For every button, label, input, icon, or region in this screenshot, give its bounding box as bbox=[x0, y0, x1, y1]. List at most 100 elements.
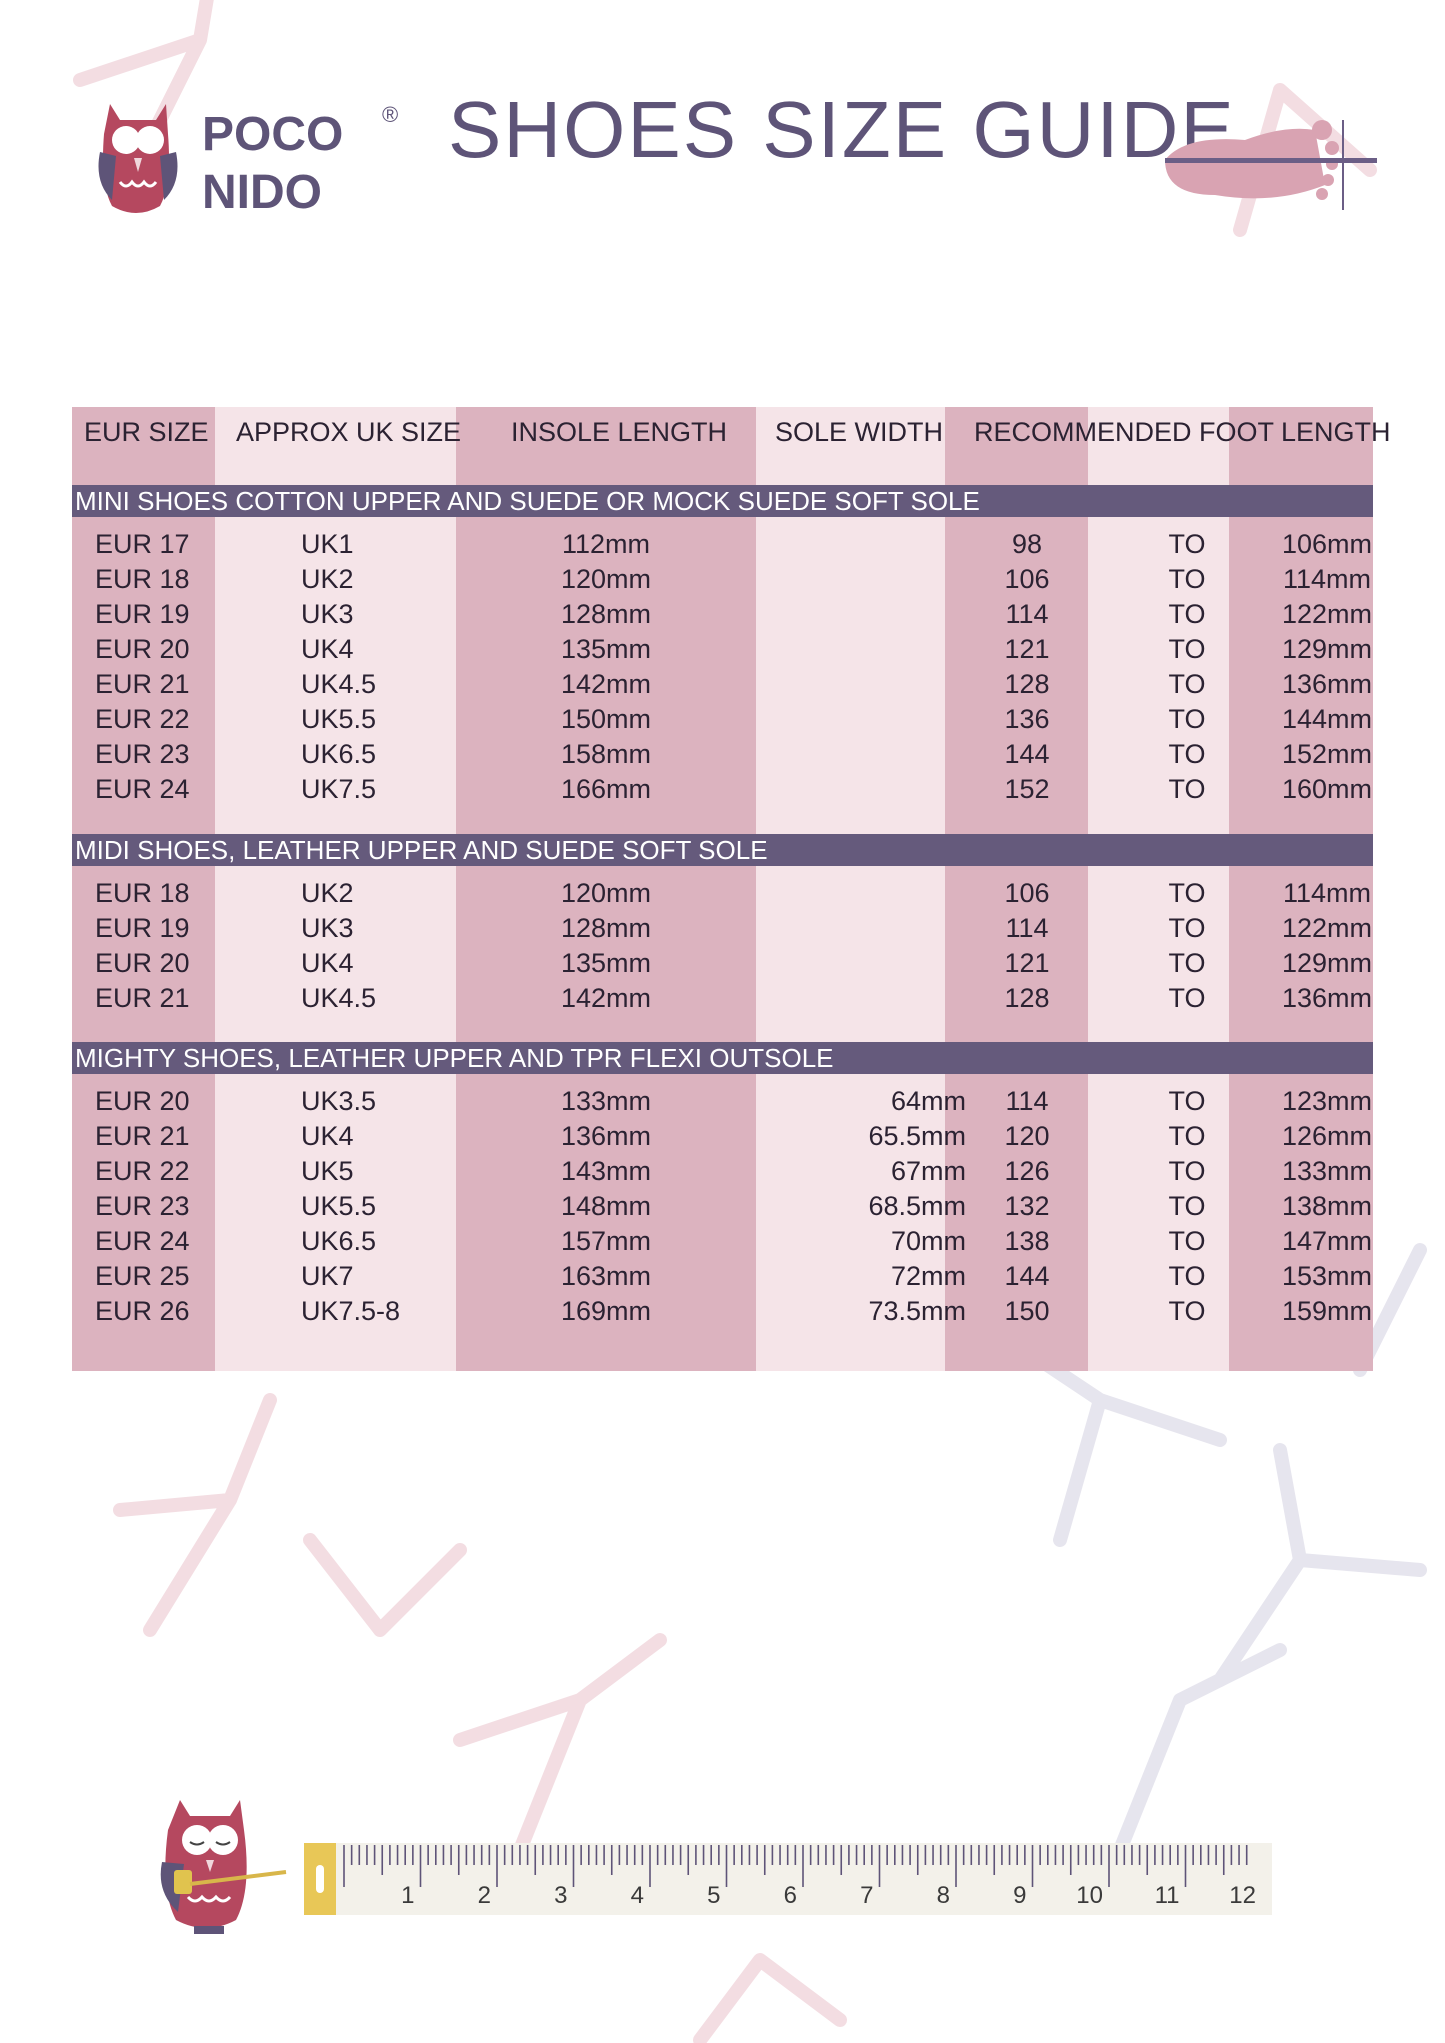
insole-length: 135mm bbox=[560, 634, 652, 664]
to-label: TO bbox=[1168, 1226, 1206, 1256]
insole-length: 128mm bbox=[560, 599, 652, 629]
header-sole-width: SOLE WIDTH bbox=[775, 417, 944, 447]
foot-length-min: 150 bbox=[1004, 1296, 1050, 1326]
foot-length-max: 133mm bbox=[1281, 1156, 1373, 1186]
foot-length-min: 106 bbox=[1004, 878, 1050, 908]
foot-length-min: 114 bbox=[1005, 913, 1049, 943]
to-label: TO bbox=[1168, 1121, 1206, 1151]
foot-length-min: 121 bbox=[1004, 948, 1050, 978]
header-eur-size: EUR SIZE bbox=[84, 417, 209, 447]
table-row: EUR 21 UK4 136mm 65.5mm 120 TO 126mm bbox=[72, 1119, 1373, 1154]
section-rows: EUR 17 UK1 112mm 98 TO 106mm EUR 18 UK2 120mm 106… bbox=[72, 527, 1373, 807]
to-label: TO bbox=[1168, 1156, 1206, 1186]
eur-size: EUR 19 bbox=[95, 599, 190, 629]
table-row: EUR 23 UK5.5 148mm 68.5mm 132 TO 138mm bbox=[72, 1189, 1373, 1224]
foot-length-max: 136mm bbox=[1281, 669, 1373, 699]
eur-size: EUR 26 bbox=[95, 1296, 190, 1326]
table-row: EUR 21 UK4.5 142mm 128 TO 136mm bbox=[72, 981, 1373, 1016]
uk-size: UK5 bbox=[301, 1156, 354, 1186]
to-label: TO bbox=[1168, 1261, 1206, 1291]
section-title-bar: MIDI SHOES, LEATHER UPPER AND SUEDE SOFT… bbox=[72, 834, 1373, 866]
sole-width: 68.5mm bbox=[868, 1191, 966, 1221]
foot-ruler-icon bbox=[1165, 120, 1377, 210]
foot-length-max: 159mm bbox=[1281, 1296, 1373, 1326]
eur-size: EUR 20 bbox=[95, 948, 190, 978]
uk-size: UK6.5 bbox=[301, 739, 377, 769]
to-label: TO bbox=[1168, 669, 1206, 699]
table-row: EUR 20 UK4 135mm 121 TO 129mm bbox=[72, 946, 1373, 981]
table-row: EUR 17 UK1 112mm 98 TO 106mm bbox=[72, 527, 1373, 562]
foot-length-max: 153mm bbox=[1281, 1261, 1373, 1291]
tape-number: 11 bbox=[1155, 1882, 1180, 1909]
header-insole-length: INSOLE LENGTH bbox=[511, 417, 728, 447]
to-label: TO bbox=[1168, 774, 1206, 804]
uk-size: UK3 bbox=[301, 599, 354, 629]
uk-size: UK2 bbox=[301, 878, 354, 908]
eur-size: EUR 20 bbox=[95, 634, 190, 664]
insole-length: 112mm bbox=[561, 529, 651, 559]
foot-length-max: 136mm bbox=[1281, 983, 1373, 1013]
brand-name-line2: NIDO bbox=[202, 166, 322, 217]
sole-width: 65.5mm bbox=[868, 1121, 966, 1151]
tape-number: 12 bbox=[1229, 1882, 1256, 1909]
header-uk-size: APPROX UK SIZE bbox=[236, 417, 462, 447]
foot-length-min: 126 bbox=[1004, 1156, 1050, 1186]
table-row: EUR 24 UK6.5 157mm 70mm 138 TO 147mm bbox=[72, 1224, 1373, 1259]
table-header: EUR SIZE APPROX UK SIZE INSOLE LENGTH SO… bbox=[72, 407, 1391, 485]
to-label: TO bbox=[1168, 634, 1206, 664]
tape-number: 8 bbox=[937, 1882, 950, 1909]
insole-length: 120mm bbox=[560, 878, 652, 908]
eur-size: EUR 25 bbox=[95, 1261, 190, 1291]
table-row: EUR 23 UK6.5 158mm 144 TO 152mm bbox=[72, 737, 1373, 772]
insole-length: 136mm bbox=[560, 1121, 652, 1151]
foot-length-min: 152 bbox=[1004, 774, 1050, 804]
table-row: EUR 22 UK5 143mm 67mm 126 TO 133mm bbox=[72, 1154, 1373, 1189]
header-foot-length: RECOMMENDED FOOT LENGTH bbox=[974, 417, 1391, 447]
foot-length-min: 120 bbox=[1004, 1121, 1050, 1151]
eur-size: EUR 24 bbox=[95, 1226, 190, 1256]
tape-number: 9 bbox=[1013, 1882, 1026, 1909]
uk-size: UK7 bbox=[301, 1261, 354, 1291]
sole-width: 72mm bbox=[890, 1261, 966, 1291]
insole-length: 128mm bbox=[560, 913, 652, 943]
to-label: TO bbox=[1168, 704, 1206, 734]
foot-length-max: 160mm bbox=[1281, 774, 1373, 804]
insole-length: 157mm bbox=[560, 1226, 652, 1256]
section-rows: EUR 20 UK3.5 133mm 64mm 114 TO 123mm EUR 21 UK4 1… bbox=[72, 1084, 1373, 1329]
to-label: TO bbox=[1168, 913, 1206, 943]
eur-size: EUR 21 bbox=[95, 669, 190, 699]
foot-length-min: 132 bbox=[1004, 1191, 1050, 1221]
table-row: EUR 20 UK4 135mm 121 TO 129mm bbox=[72, 632, 1373, 667]
section-rows: EUR 18 UK2 120mm 106 TO 114mm EUR 19 UK3 128mm 11… bbox=[72, 876, 1373, 1016]
table-row: EUR 19 UK3 128mm 114 TO 122mm bbox=[72, 597, 1373, 632]
insole-length: 142mm bbox=[560, 669, 652, 699]
to-label: TO bbox=[1168, 1296, 1206, 1326]
to-label: TO bbox=[1168, 1086, 1206, 1116]
insole-length: 150mm bbox=[560, 704, 652, 734]
tape-number: 5 bbox=[707, 1882, 720, 1909]
uk-size: UK5.5 bbox=[301, 704, 377, 734]
insole-length: 120mm bbox=[560, 564, 652, 594]
to-label: TO bbox=[1168, 739, 1206, 769]
uk-size: UK4.5 bbox=[301, 983, 377, 1013]
foot-length-max: 129mm bbox=[1281, 634, 1373, 664]
eur-size: EUR 18 bbox=[95, 564, 190, 594]
tape-number: 3 bbox=[554, 1882, 567, 1909]
foot-length-max: 114mm bbox=[1282, 878, 1372, 908]
foot-length-max: 114mm bbox=[1282, 564, 1372, 594]
insole-length: 166mm bbox=[560, 774, 652, 804]
eur-size: EUR 22 bbox=[95, 704, 190, 734]
to-label: TO bbox=[1168, 878, 1206, 908]
eur-size: EUR 18 bbox=[95, 878, 190, 908]
foot-length-max: 126mm bbox=[1281, 1121, 1373, 1151]
insole-length: 163mm bbox=[560, 1261, 652, 1291]
owl-icon bbox=[98, 104, 178, 213]
to-label: TO bbox=[1168, 983, 1206, 1013]
table-row: EUR 18 UK2 120mm 106 TO 114mm bbox=[72, 876, 1373, 911]
insole-length: 158mm bbox=[560, 739, 652, 769]
sole-width: 70mm bbox=[890, 1226, 966, 1256]
owl-with-tape-icon bbox=[160, 1800, 287, 1934]
section-title-bar: MINI SHOES COTTON UPPER AND SUEDE OR MOC… bbox=[72, 485, 1373, 517]
tape-number: 6 bbox=[784, 1882, 797, 1909]
insole-length: 135mm bbox=[560, 948, 652, 978]
